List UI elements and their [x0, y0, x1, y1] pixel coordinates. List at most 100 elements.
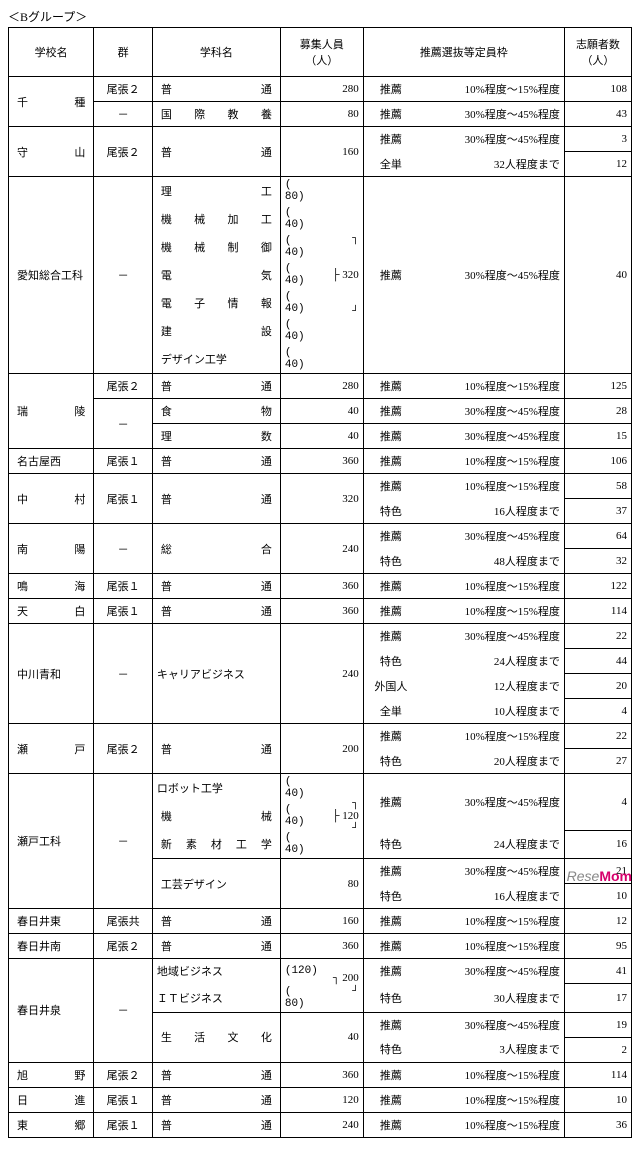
cap-sub: ( 40)	[280, 289, 314, 317]
app-cell: 12	[564, 152, 631, 177]
school-cell: 瀬戸工科	[9, 774, 94, 909]
cap-cell: 240	[314, 624, 363, 724]
dept-cell: 国際教養	[152, 102, 280, 127]
dept-cell: ロボット工学	[152, 774, 280, 803]
qtype-cell: 推薦	[363, 77, 418, 102]
qtype-cell: 推薦	[363, 774, 418, 831]
table-row: 千種 尾張２ 普通 280 推薦 10%程度～15%程度 108	[9, 77, 632, 102]
qval-cell: 10人程度まで	[418, 699, 564, 724]
qtype-cell: 推薦	[363, 177, 418, 374]
app-cell: 106	[564, 449, 631, 474]
h-gun: 群	[94, 28, 153, 77]
qval-cell: 30%程度～45%程度	[418, 624, 564, 649]
qtype-cell: 特色	[363, 549, 418, 574]
table-row: 中村 尾張１ 普通 320 推薦 10%程度～15%程度 58	[9, 474, 632, 499]
qtype-cell: 特色	[363, 884, 418, 909]
app-cell: 125	[564, 374, 631, 399]
gun-cell: 尾張１	[94, 474, 153, 524]
qtype-cell: 推薦	[363, 399, 418, 424]
qtype-cell: 推薦	[363, 449, 418, 474]
watermark: ReseMom	[567, 868, 632, 884]
gun-cell: －	[94, 102, 153, 127]
school-cell: 旭野	[9, 1062, 94, 1087]
qval-cell: 10%程度～15%程度	[418, 474, 564, 499]
qval-cell: 10%程度～15%程度	[418, 724, 564, 749]
app-cell: 20	[564, 674, 631, 699]
cap-cell: ┐ 200┘	[314, 959, 363, 1013]
cap-cell: 360	[314, 574, 363, 599]
app-cell: 40	[564, 177, 631, 374]
qtype-cell: 推薦	[363, 374, 418, 399]
school-cell: 日進	[9, 1087, 94, 1112]
dept-cell: 建設	[152, 317, 280, 345]
dept-cell: 普通	[152, 574, 280, 599]
cap-sub: ( 80)	[280, 984, 314, 1013]
dept-cell: 普通	[152, 1062, 280, 1087]
school-cell: 春日井東	[9, 909, 94, 934]
dept-cell: 工芸デザイン	[152, 859, 280, 909]
gun-cell: 尾張２	[94, 1062, 153, 1087]
school-cell: 愛知総合工科	[9, 177, 94, 374]
qtype-cell: 推薦	[363, 1062, 418, 1087]
app-cell: 114	[564, 599, 631, 624]
app-cell: 37	[564, 499, 631, 524]
qval-cell: 10%程度～15%程度	[418, 1062, 564, 1087]
gun-cell: 尾張１	[94, 1112, 153, 1137]
table-row: － 食物 40 推薦 30%程度～45%程度 28	[9, 399, 632, 424]
dept-cell: 普通	[152, 1112, 280, 1137]
qval-cell: 30%程度～45%程度	[418, 177, 564, 374]
qtype-cell: 推薦	[363, 424, 418, 449]
dept-cell: 普通	[152, 127, 280, 177]
dept-cell: 普通	[152, 374, 280, 399]
cap-sub: ( 80)	[280, 177, 314, 206]
qval-cell: 30%程度～45%程度	[418, 774, 564, 831]
gun-cell: 尾張１	[94, 574, 153, 599]
gun-cell: －	[94, 624, 153, 724]
table-row: 天白 尾張１ 普通 360 推薦 10%程度～15%程度 114	[9, 599, 632, 624]
qtype-cell: 推薦	[363, 624, 418, 649]
qval-cell: 30%程度～45%程度	[418, 859, 564, 884]
qtype-cell: 推薦	[363, 934, 418, 959]
h-quota: 推薦選抜等定員枠	[363, 28, 564, 77]
gun-cell: －	[94, 959, 153, 1063]
app-cell: 44	[564, 649, 631, 674]
gun-cell: 尾張１	[94, 1087, 153, 1112]
qtype-cell: 推薦	[363, 102, 418, 127]
dept-cell: 地域ビジネス	[152, 959, 280, 984]
app-cell: 19	[564, 1012, 631, 1037]
qval-cell: 10%程度～15%程度	[418, 574, 564, 599]
qtype-cell: 推薦	[363, 599, 418, 624]
cap-cell: ┐├ 320┘	[314, 177, 363, 374]
school-cell: 春日井南	[9, 934, 94, 959]
table-row: 守山 尾張２ 普通 160 推薦 30%程度～45%程度 3	[9, 127, 632, 152]
app-cell: 10	[564, 884, 631, 909]
dept-cell: ＩＴビジネス	[152, 984, 280, 1013]
gun-cell: 尾張１	[94, 599, 153, 624]
table-row: 東郷 尾張１ 普通 240 推薦10%程度～15%程度 36	[9, 1112, 632, 1137]
gun-cell: 尾張共	[94, 909, 153, 934]
group-title: ＜Bグループ＞	[8, 8, 632, 25]
qval-cell: 30%程度～45%程度	[418, 127, 564, 152]
qtype-cell: 推薦	[363, 524, 418, 549]
table-row: 旭野 尾張２ 普通 360 推薦10%程度～15%程度 114	[9, 1062, 632, 1087]
qtype-cell: 推薦	[363, 127, 418, 152]
gun-cell: 尾張２	[94, 374, 153, 399]
qval-cell: 30%程度～45%程度	[418, 1012, 564, 1037]
h-applicants: 志願者数 （人）	[564, 28, 631, 77]
cap-sub: ( 40)	[280, 317, 314, 345]
table-row: 瀬戸 尾張２ 普通 200 推薦10%程度～15%程度22	[9, 724, 632, 749]
h-school: 学校名	[9, 28, 94, 77]
app-cell: 114	[564, 1062, 631, 1087]
school-cell: 守山	[9, 127, 94, 177]
app-cell: 36	[564, 1112, 631, 1137]
table-row: 春日井南 尾張２ 普通 360 推薦10%程度～15%程度 95	[9, 934, 632, 959]
qtype-cell: 外国人	[363, 674, 418, 699]
app-cell: 28	[564, 399, 631, 424]
qval-cell: 10%程度～15%程度	[418, 934, 564, 959]
qval-cell: 10%程度～15%程度	[418, 1087, 564, 1112]
qval-cell: 30人程度まで	[418, 984, 564, 1013]
qtype-cell: 推薦	[363, 1112, 418, 1137]
cap-cell: 360	[314, 1062, 363, 1087]
qtype-cell: 推薦	[363, 1012, 418, 1037]
qtype-cell: 特色	[363, 984, 418, 1013]
